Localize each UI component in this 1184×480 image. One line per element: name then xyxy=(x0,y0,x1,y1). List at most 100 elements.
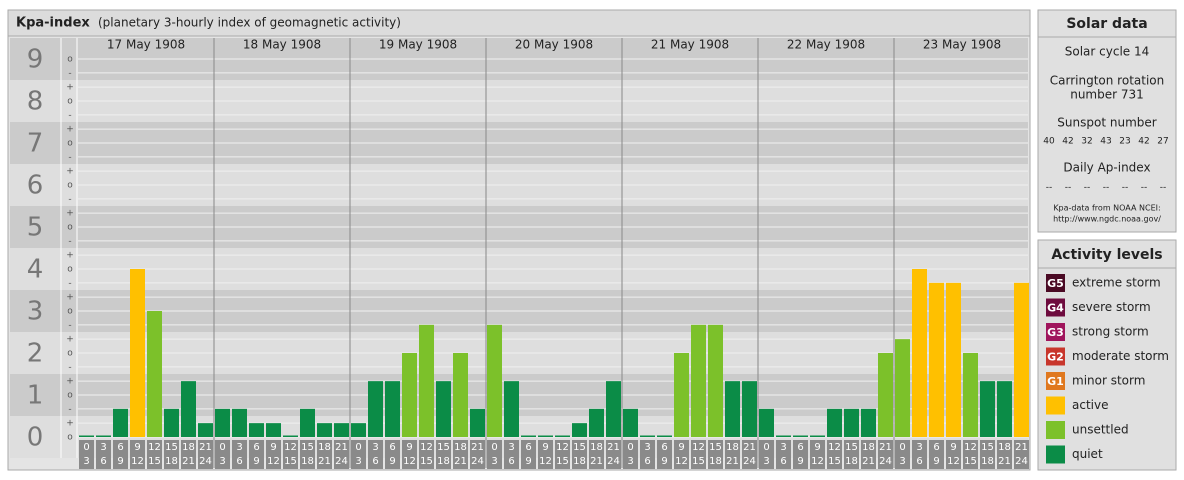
legend-title: Activity levels xyxy=(1051,247,1162,263)
minor-tick-label: - xyxy=(68,404,71,414)
time-cell xyxy=(742,440,757,469)
bar xyxy=(878,353,893,437)
time-cell xyxy=(912,440,927,469)
time-label: 0 xyxy=(219,442,225,453)
time-label: 18 xyxy=(981,456,994,467)
carrington: number 731 xyxy=(1070,88,1144,102)
bar xyxy=(470,408,485,437)
time-cell xyxy=(572,440,587,469)
time-label: 12 xyxy=(267,456,280,467)
y-tick-label: 7 xyxy=(27,129,44,159)
bar xyxy=(79,435,94,437)
time-label: 9 xyxy=(253,456,259,467)
time-cell xyxy=(79,440,94,469)
legend-swatch xyxy=(1046,274,1065,292)
time-label: 6 xyxy=(389,442,395,453)
time-label: 24 xyxy=(743,456,756,467)
ap-value: -- xyxy=(1160,183,1167,193)
time-cell xyxy=(878,440,893,469)
legend-label: severe storm xyxy=(1072,300,1151,314)
source: http://www.ngdc.noaa.gov/ xyxy=(1053,215,1161,224)
minor-tick-label: o xyxy=(67,55,73,65)
bar xyxy=(368,381,383,437)
minor-tick-label: + xyxy=(66,419,74,429)
time-cell xyxy=(759,440,774,469)
bar xyxy=(317,423,332,437)
time-label: 6 xyxy=(508,456,514,467)
minor-tick-label: - xyxy=(68,236,71,246)
legend-swatch xyxy=(1046,445,1065,464)
y-tick-label: 0 xyxy=(27,423,44,453)
sunspot-number: 23 xyxy=(1119,137,1130,147)
time-label: 18 xyxy=(318,442,331,453)
minor-tick-label: o xyxy=(67,307,73,317)
minor-tick-label: + xyxy=(66,377,74,387)
solar-panel xyxy=(1037,9,1177,233)
bar xyxy=(147,311,162,437)
time-cell xyxy=(963,440,978,469)
bar xyxy=(198,423,213,437)
time-cell xyxy=(351,440,366,469)
time-cell xyxy=(385,440,400,469)
time-label: 9 xyxy=(797,456,803,467)
time-label: 9 xyxy=(678,442,684,453)
time-cell xyxy=(861,440,876,469)
time-label: 24 xyxy=(1015,456,1028,467)
minor-tick-label: - xyxy=(68,110,71,120)
time-label: 3 xyxy=(219,456,225,467)
time-label: 15 xyxy=(420,456,433,467)
time-label: 18 xyxy=(437,456,450,467)
y-tick-label: 1 xyxy=(27,381,44,411)
day-label: 23 May 1908 xyxy=(923,38,1001,52)
bar xyxy=(504,381,519,437)
time-label: 12 xyxy=(692,442,705,453)
minor-tick-label: + xyxy=(66,167,74,177)
time-cell xyxy=(317,440,332,469)
time-cell xyxy=(198,440,213,469)
time-label: 9 xyxy=(814,442,820,453)
legend-badge: G2 xyxy=(1047,351,1064,364)
time-cell xyxy=(657,440,672,469)
legend-swatch xyxy=(1046,421,1065,439)
minor-tick-label: - xyxy=(68,278,71,288)
time-label: 18 xyxy=(709,456,722,467)
minor-tick-label: + xyxy=(66,83,74,93)
time-cell xyxy=(215,440,230,469)
time-label: 12 xyxy=(420,442,433,453)
bar xyxy=(657,435,672,437)
legend-label: extreme storm xyxy=(1072,276,1161,290)
time-label: 15 xyxy=(845,442,858,453)
time-cell xyxy=(368,440,383,469)
bar xyxy=(674,353,689,437)
bar xyxy=(759,408,774,437)
day-label: 17 May 1908 xyxy=(107,38,185,52)
bar xyxy=(810,435,825,437)
time-cell xyxy=(946,440,961,469)
time-cell xyxy=(555,440,570,469)
time-label: 9 xyxy=(525,456,531,467)
legend-badge: G3 xyxy=(1047,326,1064,339)
time-label: 3 xyxy=(644,442,650,453)
time-label: 21 xyxy=(590,456,603,467)
sunspot-number: 27 xyxy=(1157,137,1168,147)
time-label: 3 xyxy=(236,442,242,453)
bar xyxy=(912,269,927,437)
time-label: 3 xyxy=(491,456,497,467)
time-cell xyxy=(810,440,825,469)
legend-swatch xyxy=(1046,372,1065,390)
time-label: 21 xyxy=(726,456,739,467)
time-label: 12 xyxy=(556,442,569,453)
bar xyxy=(538,435,553,437)
minor-tick-label: + xyxy=(66,125,74,135)
day-label: 19 May 1908 xyxy=(379,38,457,52)
time-label: 0 xyxy=(627,442,633,453)
minor-tick-label: - xyxy=(68,362,71,372)
time-label: 21 xyxy=(199,442,212,453)
time-label: 9 xyxy=(406,442,412,453)
ap-value: -- xyxy=(1046,183,1053,193)
legend-label: quiet xyxy=(1072,447,1103,461)
time-label: 21 xyxy=(743,442,756,453)
time-label: 18 xyxy=(573,456,586,467)
legend-badge: G1 xyxy=(1047,375,1064,388)
minor-tick-label: o xyxy=(67,139,73,149)
